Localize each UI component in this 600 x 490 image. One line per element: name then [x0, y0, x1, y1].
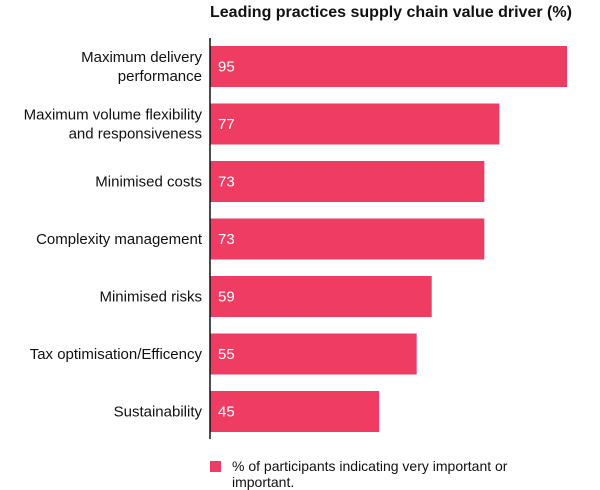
category-label: Sustainability [114, 404, 203, 421]
bar [210, 333, 417, 375]
category-label: Complexity management [36, 231, 203, 248]
category-label-line: Maximum volume flexibility [24, 107, 203, 124]
category-label-line: Minimised costs [95, 174, 202, 191]
category-label-line: and responsiveness [69, 126, 202, 143]
bar [210, 46, 567, 87]
chart-title: Leading practices supply chain value dri… [210, 4, 572, 21]
legend-label: % of participants indicating very import… [232, 458, 508, 490]
category-label-line: Tax optimisation/Efficency [30, 346, 203, 363]
category-label-line: performance [118, 68, 202, 85]
chart-legend: % of participants indicating very import… [210, 458, 512, 490]
bar [210, 161, 485, 202]
bar-value-label: 73 [218, 231, 235, 248]
legend-swatch [210, 461, 221, 472]
bar-value-label: 95 [218, 59, 235, 76]
bar-value-label: 59 [218, 289, 235, 306]
bar [210, 391, 380, 432]
category-label: Minimised risks [99, 289, 202, 306]
category-label-line: Maximum delivery [81, 49, 202, 66]
category-label-line: Complexity management [36, 231, 203, 248]
category-label: Maximum volume flexibility and responsive… [24, 107, 203, 143]
category-label-line: Minimised risks [99, 289, 202, 306]
category-label-line: Sustainability [114, 404, 203, 421]
bar [210, 218, 485, 260]
bar-value-label: 55 [218, 346, 235, 363]
category-label: Maximum delivery performance [81, 49, 202, 85]
bar [210, 276, 432, 317]
category-label: Minimised costs [95, 174, 202, 191]
bar-value-label: 77 [218, 116, 235, 133]
bar-value-label: 73 [218, 174, 235, 191]
category-label: Tax optimisation/Efficency [30, 346, 203, 363]
bar [210, 103, 500, 145]
bar-value-label: 45 [218, 404, 235, 421]
